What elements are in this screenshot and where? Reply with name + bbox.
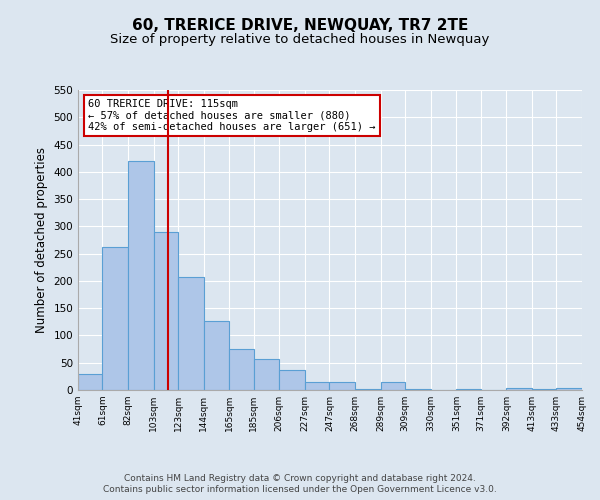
Bar [78, 374, 103, 390]
Text: Contains HM Land Registry data © Crown copyright and database right 2024.
Contai: Contains HM Land Registry data © Crown c… [103, 474, 497, 494]
Bar [556, 388, 582, 390]
Bar [128, 161, 154, 390]
Y-axis label: Number of detached properties: Number of detached properties [35, 147, 48, 333]
Bar [280, 370, 305, 390]
Bar [154, 232, 178, 390]
Bar [355, 389, 380, 390]
Bar [254, 359, 280, 390]
Bar [103, 246, 128, 390]
Text: 60, TRERICE DRIVE, NEWQUAY, TR7 2TE: 60, TRERICE DRIVE, NEWQUAY, TR7 2TE [132, 18, 468, 32]
Bar [178, 277, 203, 390]
Bar [305, 382, 329, 390]
Bar [380, 382, 405, 390]
Bar [329, 382, 355, 390]
Bar [506, 388, 532, 390]
Bar [203, 322, 229, 390]
Text: 60 TRERICE DRIVE: 115sqm
← 57% of detached houses are smaller (880)
42% of semi-: 60 TRERICE DRIVE: 115sqm ← 57% of detach… [88, 99, 376, 132]
Text: Size of property relative to detached houses in Newquay: Size of property relative to detached ho… [110, 32, 490, 46]
Bar [229, 349, 254, 390]
